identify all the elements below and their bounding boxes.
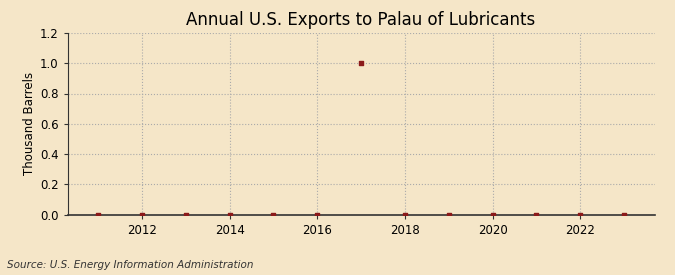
Point <box>531 212 542 217</box>
Title: Annual U.S. Exports to Palau of Lubricants: Annual U.S. Exports to Palau of Lubrican… <box>186 11 536 29</box>
Point <box>136 212 147 217</box>
Text: Source: U.S. Energy Information Administration: Source: U.S. Energy Information Administ… <box>7 260 253 270</box>
Y-axis label: Thousand Barrels: Thousand Barrels <box>22 72 36 175</box>
Point <box>487 212 498 217</box>
Point <box>224 212 235 217</box>
Point <box>92 212 103 217</box>
Point <box>356 61 367 65</box>
Point <box>268 212 279 217</box>
Point <box>619 212 630 217</box>
Point <box>312 212 323 217</box>
Point <box>49 212 60 217</box>
Point <box>443 212 454 217</box>
Point <box>575 212 586 217</box>
Point <box>180 212 191 217</box>
Point <box>400 212 410 217</box>
